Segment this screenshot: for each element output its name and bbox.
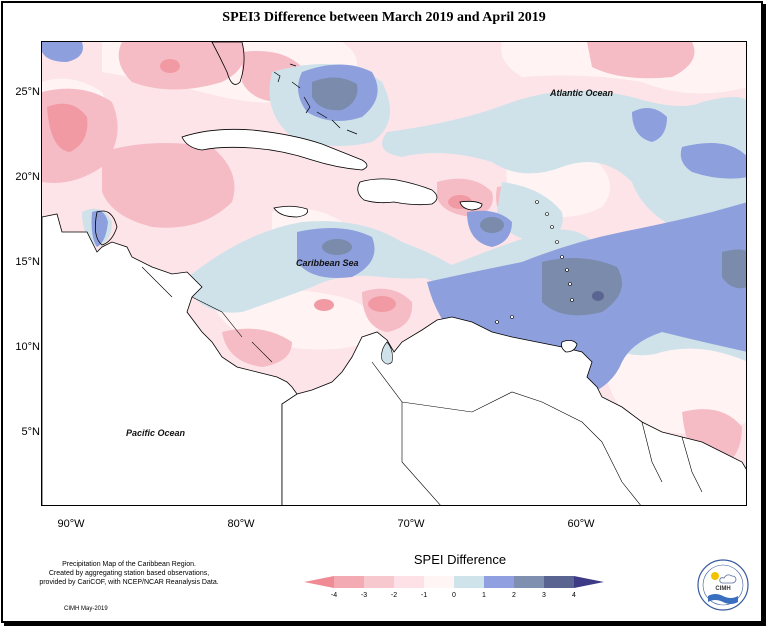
legend-swatches <box>304 576 604 588</box>
legend-swatch <box>364 576 394 588</box>
legend-ticks: -4 -3 -2 -1 0 1 2 3 4 <box>331 592 576 599</box>
legend-tick-label: -2 <box>391 592 397 599</box>
legend-swatch <box>454 576 484 588</box>
legend-tick-label: 1 <box>482 592 486 599</box>
legend-swatch <box>334 576 364 588</box>
caribbean-sea-label: Caribbean Sea <box>296 258 359 268</box>
legend-swatch <box>514 576 544 588</box>
lat-label-15n: 15°N <box>15 256 40 268</box>
negative-3-regions <box>47 59 472 312</box>
cloud-icon <box>719 574 737 584</box>
legend-tick-label: -4 <box>331 592 337 599</box>
legend-colorbar: -4 -3 -2 -1 0 1 2 3 4 <box>304 576 604 599</box>
legend-tick-label: -3 <box>361 592 367 599</box>
lon-label-80w: 80°W <box>227 518 255 530</box>
legend-title: SPEI Difference <box>413 552 507 567</box>
legend-swatch <box>424 576 454 588</box>
atlantic-ocean-label: Atlantic Ocean <box>550 88 614 98</box>
sun-icon <box>711 572 719 580</box>
positive-4-regions <box>592 291 604 301</box>
lesser-antilles <box>495 200 574 324</box>
positive-3-regions <box>312 77 746 316</box>
lake-maracaibo <box>381 341 393 365</box>
spei-map <box>42 42 746 505</box>
cimh-logo: CIMH <box>697 559 749 611</box>
legend-tick-label: 0 <box>452 592 456 599</box>
bahamas-islands <box>273 63 358 135</box>
note-line-3: provided by CariCOF, with NCEP/NCAR Rean… <box>39 579 219 586</box>
legend-tick-label: -1 <box>421 592 427 599</box>
legend-swatch <box>544 576 574 588</box>
lon-label-90w: 90°W <box>57 518 85 530</box>
note-line-1: Precipitation Map of the Caribbean Regio… <box>62 561 196 568</box>
land-masses <box>42 42 746 505</box>
legend-tick-label: 2 <box>512 592 516 599</box>
legend-swatch <box>304 576 334 588</box>
map-note: Precipitation Map of the Caribbean Regio… <box>14 560 244 587</box>
map-title: SPEI3 Difference between March 2019 and … <box>222 10 546 25</box>
note-line-2: Created by aggregating station based obs… <box>48 570 210 577</box>
credit-text: CIMH May-2019 <box>64 606 108 612</box>
lat-label-25n: 25°N <box>15 86 40 98</box>
map-area <box>41 41 747 506</box>
country-borders <box>141 266 703 505</box>
lon-label-60w: 60°W <box>567 518 595 530</box>
pacific-ocean-label: Pacific Ocean <box>126 428 186 438</box>
lat-label-5n: 5°N <box>21 426 40 438</box>
lon-label-70w: 70°W <box>397 518 425 530</box>
lat-label-20n: 20°N <box>15 171 40 183</box>
lat-label-10n: 10°N <box>15 341 40 353</box>
legend-swatch <box>574 576 604 588</box>
legend-swatch <box>484 576 514 588</box>
legend-tick-label: 3 <box>542 592 546 599</box>
legend-swatch <box>394 576 424 588</box>
wave-icon <box>708 594 738 604</box>
logo-text: CIMH <box>715 586 730 592</box>
legend-tick-label: 4 <box>572 592 576 599</box>
